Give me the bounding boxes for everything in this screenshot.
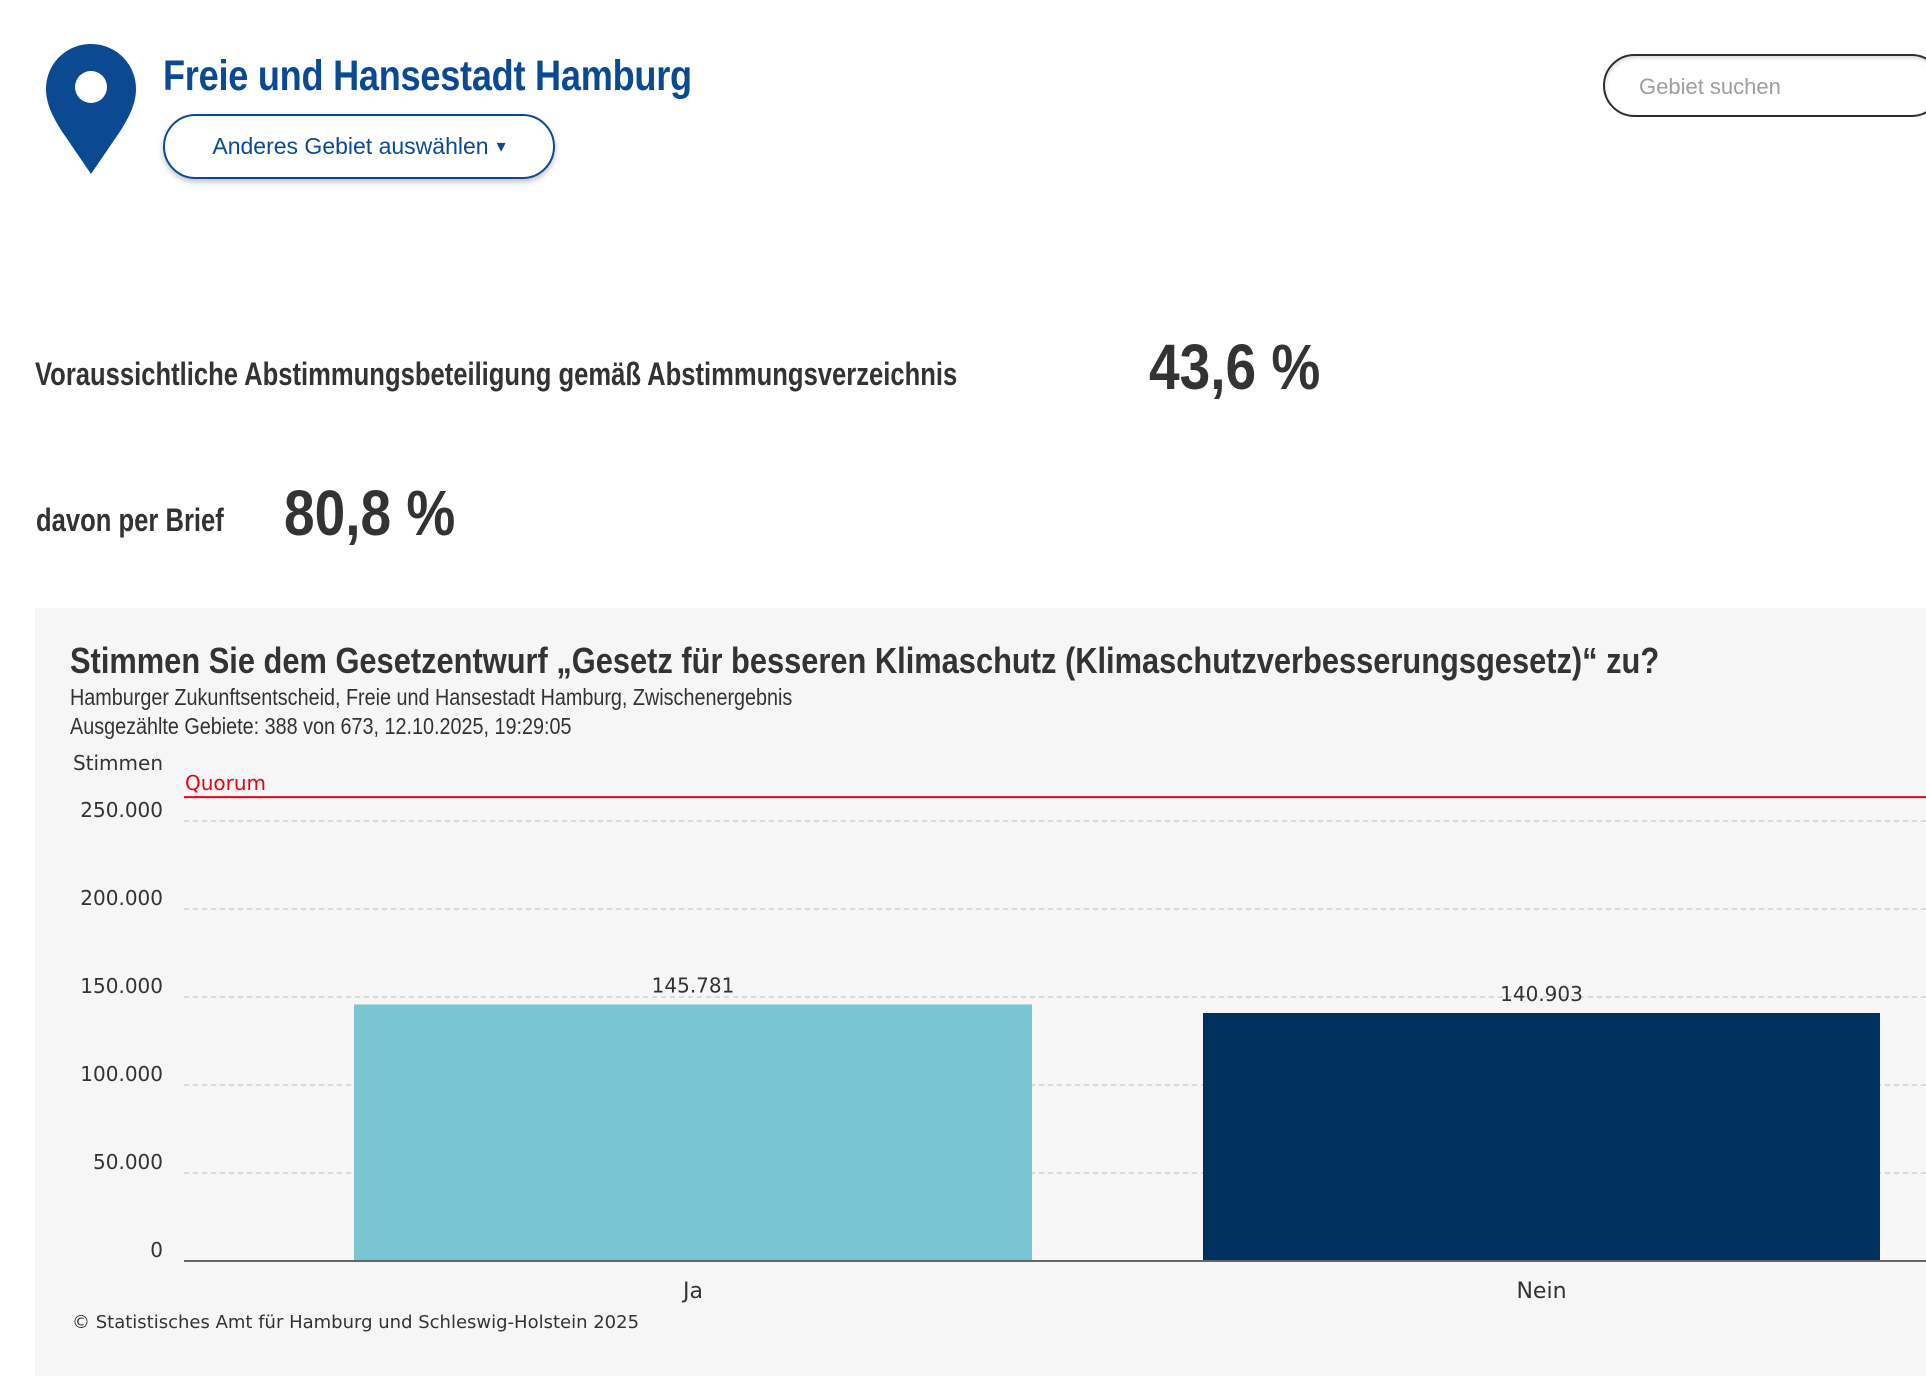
search-box[interactable] (1603, 54, 1926, 117)
bar-ja[interactable] (354, 1004, 1032, 1261)
chart-subtitle: Hamburger Zukunftsentscheid, Freie und H… (70, 684, 793, 710)
source-note: © Statistisches Amt für Hamburg und Schl… (72, 1312, 640, 1333)
chart-title: Stimmen Sie dem Gesetzentwurf „Gesetz fü… (70, 640, 1660, 681)
map-pin-icon (46, 44, 136, 174)
x-tick-label-ja: Ja (681, 1279, 703, 1304)
select-region-label: Anderes Gebiet auswählen (212, 133, 489, 159)
postal-vote-label: davon per Brief (36, 502, 224, 538)
search-input[interactable] (1605, 56, 1926, 117)
y-tick-label: 50.000 (93, 1150, 163, 1174)
select-region-button[interactable]: Anderes Gebiet auswählen ▾ (163, 114, 555, 179)
y-tick-label: 100.000 (80, 1062, 163, 1086)
y-tick-label: 200.000 (80, 886, 163, 910)
region-title: Freie und Hansestadt Hamburg (163, 52, 692, 100)
chart-meta: Ausgezählte Gebiete: 388 von 673, 12.10.… (70, 713, 572, 739)
y-tick-label: 150.000 (80, 974, 163, 998)
bar-nein[interactable] (1203, 1013, 1880, 1261)
y-tick-label: 0 (150, 1238, 163, 1262)
x-tick-label-nein: Nein (1516, 1279, 1566, 1304)
quorum-label: Quorum (185, 771, 266, 795)
data-label-nein: 140.903 (1500, 982, 1583, 1006)
y-axis-title: Stimmen (73, 751, 163, 775)
turnout-label: Voraussichtliche Abstimmungsbeteiligung … (35, 356, 958, 392)
postal-vote-value: 80,8 % (284, 477, 456, 549)
y-tick-label: 250.000 (80, 798, 163, 822)
data-label-ja: 145.781 (652, 973, 735, 997)
caret-down-icon: ▾ (496, 136, 506, 156)
turnout-value: 43,6 % (1149, 331, 1321, 403)
